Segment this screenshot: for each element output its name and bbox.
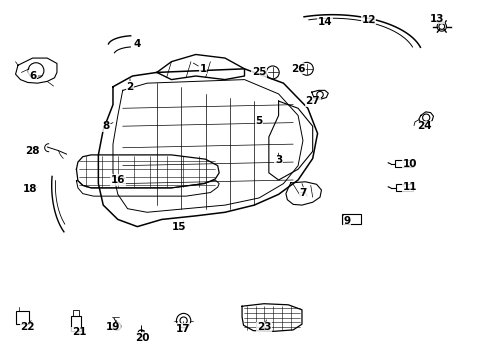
Text: 26: 26 (290, 64, 305, 74)
Text: 24: 24 (417, 121, 431, 131)
Text: 22: 22 (20, 322, 35, 332)
Text: 5: 5 (255, 116, 262, 126)
Text: 3: 3 (274, 155, 282, 165)
Text: 18: 18 (23, 184, 38, 194)
Text: 21: 21 (71, 327, 86, 337)
Text: 15: 15 (171, 222, 185, 231)
Text: 23: 23 (256, 322, 271, 332)
Text: 1: 1 (199, 64, 206, 74)
Text: 6: 6 (29, 71, 36, 81)
Text: 19: 19 (105, 322, 120, 332)
Text: 17: 17 (176, 324, 190, 334)
Text: 25: 25 (251, 67, 266, 77)
Text: 10: 10 (402, 159, 417, 169)
Text: 4: 4 (133, 39, 141, 49)
Text: 2: 2 (126, 82, 133, 92)
Text: 8: 8 (102, 121, 109, 131)
Text: 27: 27 (305, 96, 319, 106)
Text: 13: 13 (429, 14, 443, 24)
Text: 7: 7 (299, 188, 306, 198)
Text: 20: 20 (135, 333, 149, 343)
Text: 16: 16 (110, 175, 125, 185)
Text: 9: 9 (343, 216, 349, 226)
Text: 12: 12 (361, 15, 375, 26)
Text: 14: 14 (317, 17, 331, 27)
Text: 28: 28 (25, 146, 40, 156)
Text: 11: 11 (402, 182, 417, 192)
